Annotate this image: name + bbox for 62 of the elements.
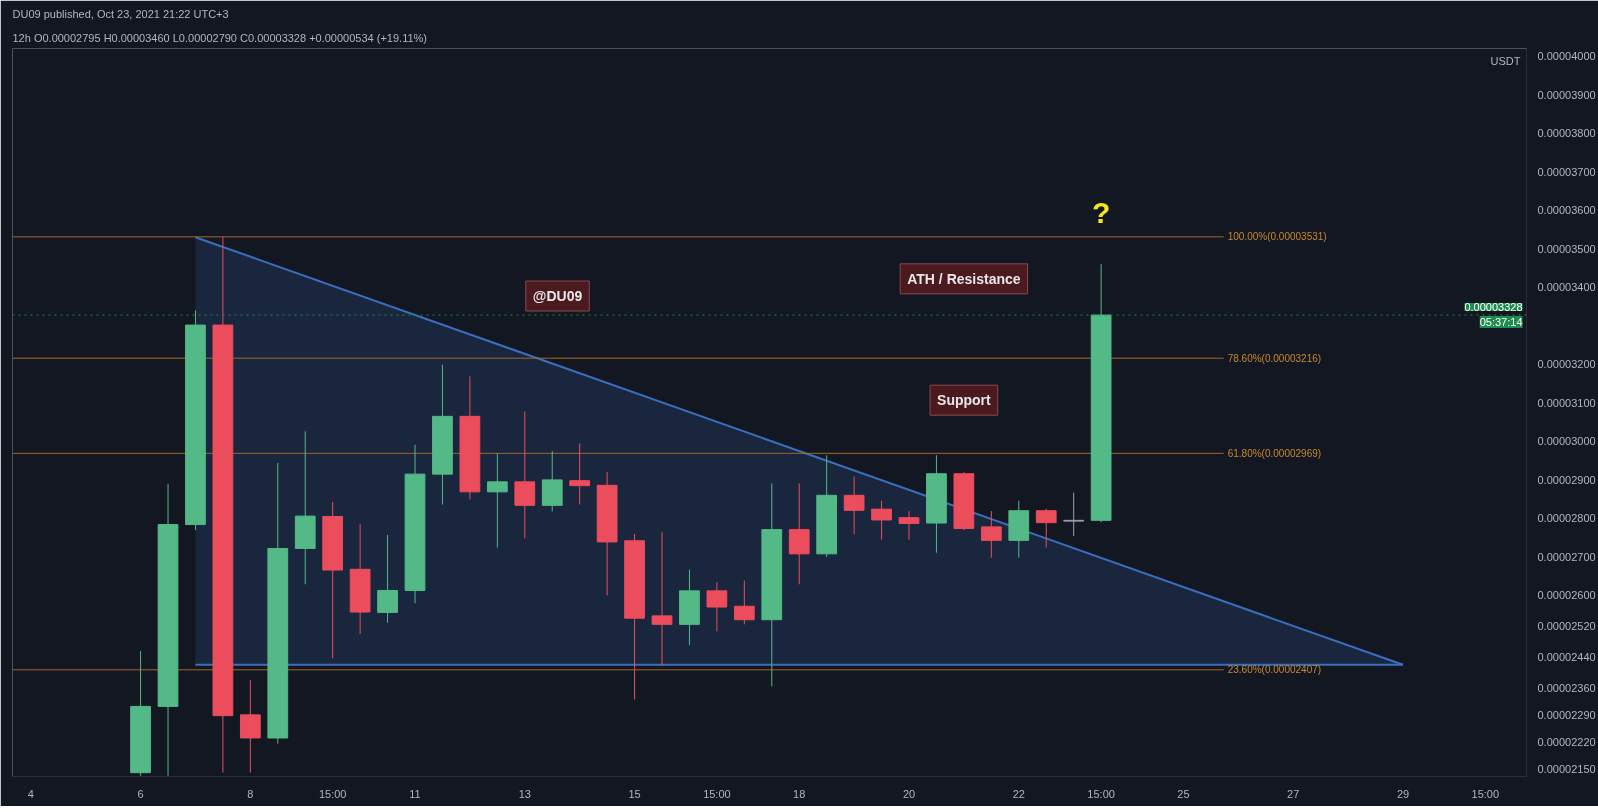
y-tick-label: 0.00002700: [1537, 550, 1596, 563]
y-tick-label: 0.00002440: [1537, 651, 1596, 664]
candlestick: [898, 510, 920, 541]
x-tick-label: 27: [1287, 787, 1300, 800]
candlestick: [843, 475, 865, 535]
x-tick-label: 22: [1012, 787, 1025, 800]
ref-line-label: 100.00%(0.00003531): [1227, 231, 1327, 243]
y-tick-label: 0.00002800: [1537, 512, 1596, 525]
x-tick-label: 15:00: [1087, 787, 1115, 800]
y-tick-label: 0.00002900: [1537, 473, 1596, 486]
y-tick-label: 0.00003700: [1537, 165, 1596, 178]
x-tick-label: 8: [247, 787, 254, 800]
y-tick-label: 0.00003900: [1537, 88, 1596, 101]
y-tick-label: 0.00002600: [1537, 589, 1596, 602]
y-tick-label: 0.00002520: [1537, 620, 1596, 633]
candlestick: [1035, 508, 1057, 549]
candlestick: [733, 579, 755, 625]
candlestick: [706, 581, 728, 632]
candlestick: [377, 534, 398, 624]
x-tick-label: 13: [518, 787, 531, 800]
y-tick-label: 0.00003400: [1537, 281, 1596, 294]
y-tick-label: 0.00003100: [1537, 396, 1596, 409]
y-tick-label: 0.00003500: [1537, 242, 1596, 255]
ref-line-label: 0.00003328 05:37:14: [1464, 301, 1523, 329]
ref-line-label: 23.60%(0.00002407): [1227, 664, 1322, 676]
y-tick-label: 0.00003000: [1537, 435, 1596, 448]
y-tick-label: 0.00002220: [1537, 735, 1596, 748]
x-tick-label: 25: [1177, 787, 1190, 800]
annotation: Support: [937, 392, 992, 409]
y-tick-label: 0.00002360: [1537, 681, 1596, 694]
annotation: ?: [1091, 195, 1111, 229]
candlestick: [871, 500, 892, 541]
x-tick-label: 15: [628, 787, 641, 800]
annotation: @DU09: [532, 288, 583, 305]
x-tick-label: 15:00: [703, 787, 731, 800]
y-tick-label: 0.00002290: [1537, 708, 1596, 721]
ref-line-label: 78.60%(0.00003216): [1227, 352, 1322, 364]
candlestick: [514, 410, 536, 539]
y-tick-label: 0.00003800: [1537, 127, 1596, 140]
y-tick-label: 0.00003600: [1537, 204, 1596, 217]
x-tick-label: 6: [137, 787, 144, 800]
y-tick-label: 0.00002150: [1537, 762, 1596, 775]
x-tick-label: 29: [1396, 787, 1410, 800]
text: DU09 published, Oct 23, 2021 21:22 UTC+3: [12, 7, 229, 20]
text: 12h O0.00002795 H0.00003460 L0.00002790 C0.00003328 +0.00000534 (+19.11%): [12, 31, 427, 44]
candlestick: [569, 442, 591, 506]
x-tick-label: 4: [27, 787, 34, 800]
candlestick: [486, 452, 508, 549]
y-axis-title: USDT: [1490, 54, 1521, 67]
candlestick: [651, 531, 673, 667]
x-tick-label: 18: [793, 787, 806, 800]
annotation: ATH / Resistance: [907, 270, 1021, 287]
x-tick-label: 11: [409, 787, 421, 800]
candlestick: [980, 510, 1002, 559]
y-tick-label: 0.00003200: [1537, 358, 1596, 371]
candlestick: [239, 679, 261, 774]
candlestick: [1063, 492, 1085, 537]
x-tick-label: 20: [902, 787, 916, 800]
ref-line-label: 61.80%(0.00002969): [1227, 447, 1322, 459]
y-tick-label: 0.00004000: [1537, 50, 1596, 63]
x-tick-label: 15:00: [318, 787, 347, 800]
x-tick-label: 15:00: [1471, 787, 1500, 800]
